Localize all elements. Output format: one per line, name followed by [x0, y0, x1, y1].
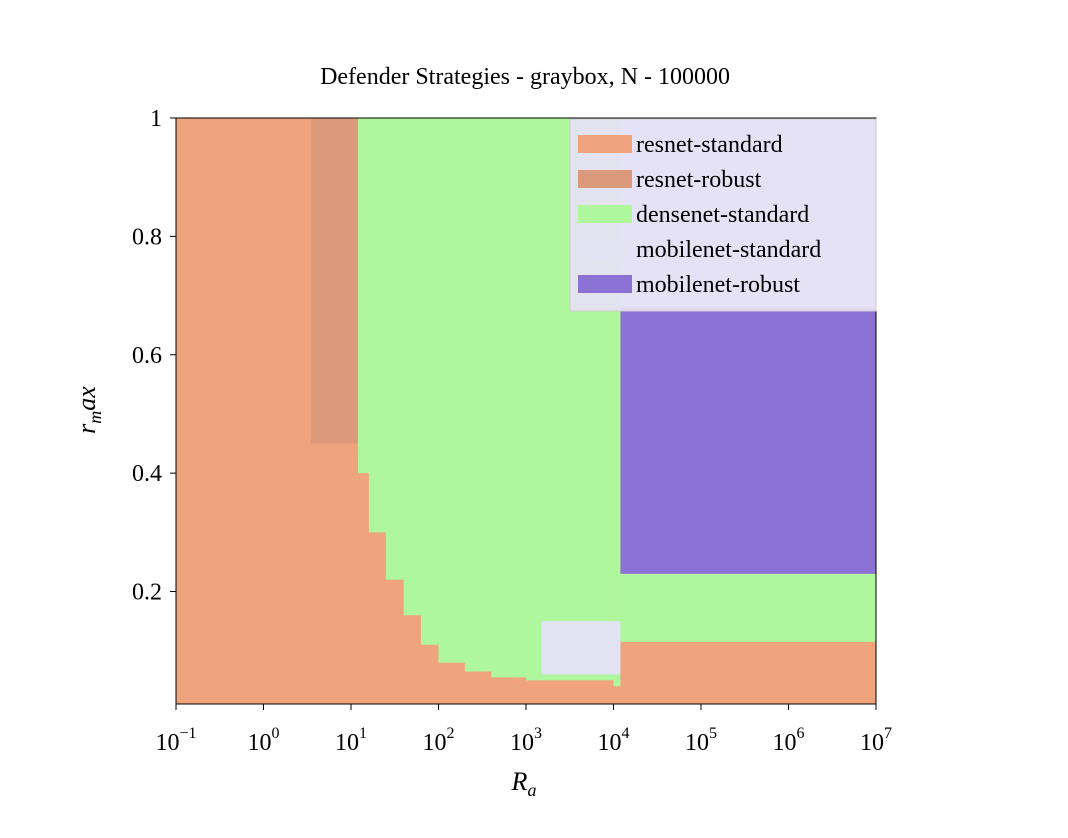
y-axis-label-rest: ax [72, 386, 101, 411]
legend-label-resnet-standard: resnet-standard [636, 132, 783, 158]
legend-label-densenet-standard: densenet-standard [636, 202, 809, 228]
legend-swatch-densenet-standard [578, 205, 632, 223]
legend-label-mobilenet-robust: mobilenet-robust [636, 272, 800, 298]
x-tick-exponent: 1 [359, 725, 367, 742]
x-tick-exponent: 4 [622, 725, 630, 742]
region-5-mobilenet-robust [620, 307, 876, 574]
y-axis-label-sub: m [85, 411, 105, 424]
x-tick-label: 101 [335, 725, 367, 756]
y-tick-label: 0.6 [132, 343, 162, 369]
x-tick-label: 105 [685, 725, 717, 756]
legend-swatch-resnet-standard [578, 135, 632, 153]
chart-title: Defender Strategies - graybox, N - 10000… [320, 64, 730, 90]
x-tick-label: 106 [773, 725, 805, 756]
x-tick-base: 10 [598, 730, 622, 756]
y-tick-label: 1 [150, 106, 162, 132]
x-axis-label-sub: a [527, 780, 536, 800]
legend-swatch-mobilenet-robust [578, 275, 632, 293]
x-tick-base: 10 [335, 730, 359, 756]
axes: 10−1 100 101 102 103 104 105 106 1070.20.40.60.8… [132, 106, 892, 756]
region-4-densenet-standard [620, 573, 876, 642]
frontier-resnet-standard [351, 449, 614, 704]
y-axis-label-main: r [72, 423, 101, 434]
legend-swatch-resnet-robust [578, 170, 632, 188]
legend: resnet-standard resnet-robust densenet-sta… [569, 118, 877, 312]
y-tick-label: 0.4 [132, 461, 162, 487]
x-tick-exponent: 6 [797, 725, 805, 742]
region-3-mobilenet-standard [541, 621, 621, 675]
legend-swatch-mobilenet-standard [578, 240, 632, 258]
x-axis-label-main: R [511, 767, 528, 796]
x-tick-base: 10 [510, 730, 534, 756]
x-tick-base: 10 [860, 730, 884, 756]
x-tick-label: 104 [598, 725, 630, 756]
legend-label-mobilenet-standard: mobilenet-standard [636, 237, 821, 263]
x-tick-base: 10 [248, 730, 272, 756]
x-tick-exponent: 3 [534, 725, 542, 742]
x-tick-exponent: −1 [179, 725, 196, 742]
x-tick-exponent: 0 [272, 725, 280, 742]
x-axis-label: Ra [511, 767, 537, 800]
x-tick-base: 10 [685, 730, 709, 756]
y-tick-label: 0.2 [132, 580, 162, 606]
x-tick-label: 100 [248, 725, 280, 756]
x-tick-base: 10 [155, 730, 179, 756]
x-tick-label: 107 [860, 725, 892, 756]
x-tick-exponent: 5 [709, 725, 717, 742]
x-tick-label: 102 [423, 725, 455, 756]
legend-label-resnet-robust: resnet-robust [636, 167, 762, 193]
x-tick-exponent: 7 [884, 725, 892, 742]
x-tick-base: 10 [773, 730, 797, 756]
y-tick-label: 0.8 [132, 224, 162, 250]
x-tick-base: 10 [423, 730, 447, 756]
x-tick-label: 103 [510, 725, 542, 756]
y-axis-label: rmax [72, 386, 105, 434]
x-tick-label: 10−1 [155, 725, 196, 756]
x-tick-exponent: 2 [447, 725, 455, 742]
